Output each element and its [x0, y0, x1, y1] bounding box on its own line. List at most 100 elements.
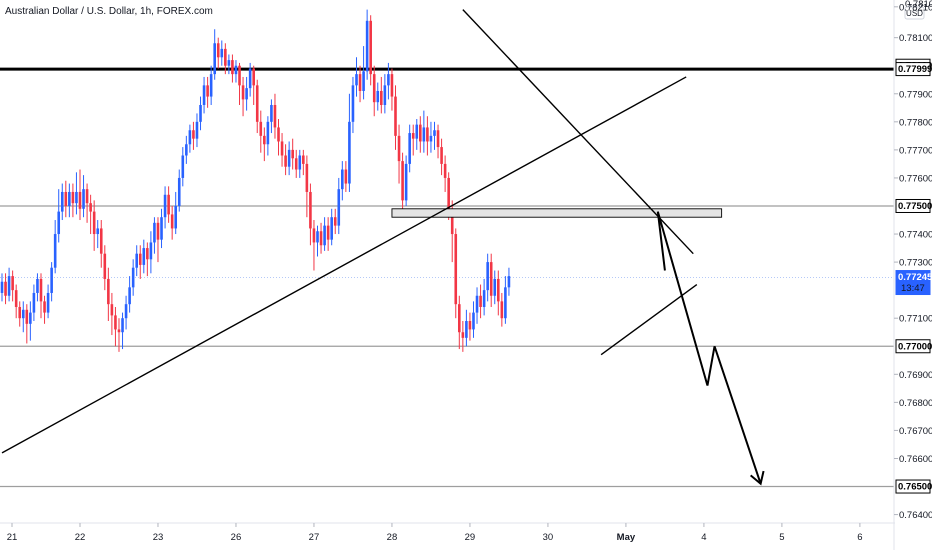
- candle-body: [146, 248, 149, 260]
- x-tick-label: 23: [153, 532, 164, 543]
- candle: [163, 186, 167, 229]
- candle-body: [78, 191, 82, 209]
- candle: [294, 149, 298, 178]
- candle: [231, 54, 234, 83]
- candle-body: [227, 60, 231, 66]
- candle: [358, 65, 362, 103]
- candle-body: [475, 295, 479, 313]
- candle: [39, 273, 43, 319]
- candle-body: [461, 332, 465, 338]
- candle-body: [18, 306, 22, 319]
- candle: [227, 54, 231, 75]
- price-label-box: [895, 198, 931, 213]
- candle: [234, 60, 238, 83]
- currency-badge[interactable]: [904, 6, 925, 20]
- candle-body: [401, 161, 404, 201]
- candle: [302, 149, 305, 176]
- candle-body: [465, 321, 468, 338]
- candle: [291, 138, 294, 170]
- candle-body: [383, 85, 387, 105]
- candle-body: [344, 169, 348, 184]
- candle-body: [156, 222, 160, 240]
- candle: [468, 312, 472, 341]
- candle-body: [135, 253, 139, 268]
- candle-body: [348, 121, 351, 184]
- candle: [156, 217, 160, 263]
- candle: [376, 82, 380, 111]
- candle-body: [174, 205, 178, 229]
- candle: [426, 116, 429, 156]
- candle: [110, 292, 114, 336]
- x-tick-label: 4: [701, 532, 706, 543]
- candle-body: [50, 267, 53, 293]
- candle-body: [419, 124, 422, 142]
- candle-body: [369, 20, 372, 75]
- candle: [252, 65, 255, 105]
- candle-body: [85, 189, 89, 204]
- candle: [75, 172, 78, 215]
- trendline-1[interactable]: [462, 9, 694, 255]
- candle-body: [411, 133, 415, 139]
- x-tick-label: 30: [543, 532, 554, 543]
- candle: [82, 175, 85, 218]
- candle: [199, 96, 202, 131]
- y-tick-label: 0.76700: [899, 426, 932, 437]
- candle-body: [479, 295, 482, 307]
- price-label-0.77000: 0.77000: [895, 339, 932, 354]
- candle-body: [472, 312, 475, 330]
- candle: [149, 231, 153, 274]
- candle: [43, 295, 46, 324]
- candle: [167, 186, 170, 223]
- candle-body: [294, 158, 298, 170]
- candle-body: [284, 155, 287, 167]
- x-tick-label: May: [617, 532, 636, 543]
- candle-body: [365, 20, 369, 72]
- price-label-box: [895, 479, 931, 494]
- price-label-text: 0.77245: [898, 272, 932, 283]
- projection-path[interactable]: [656, 211, 762, 485]
- candle-body: [252, 68, 255, 86]
- y-tick-label: 0.76600: [899, 454, 932, 465]
- horizontal-levels: [0, 67, 894, 488]
- candle: [348, 93, 351, 192]
- candle: [213, 29, 216, 80]
- candle-body: [167, 194, 170, 215]
- candle: [309, 183, 312, 246]
- candle: [92, 200, 96, 251]
- candle-body: [153, 222, 156, 243]
- candle-body: [114, 315, 117, 330]
- candle-body: [57, 211, 61, 235]
- x-tick-label: 26: [231, 532, 242, 543]
- candle-body: [64, 191, 68, 206]
- candle-body: [121, 318, 124, 333]
- candle-body: [11, 276, 14, 291]
- candle: [138, 245, 142, 279]
- candle: [263, 127, 266, 162]
- candle: [497, 270, 500, 316]
- candle: [422, 110, 426, 153]
- x-tick-label: 28: [387, 532, 398, 543]
- candle-body: [270, 104, 273, 122]
- supply-zone[interactable]: [391, 208, 723, 218]
- candle-body: [103, 253, 107, 279]
- candle-body: [486, 262, 489, 291]
- price-label-text: 0.77000: [898, 341, 932, 352]
- candle: [135, 245, 139, 277]
- candle: [96, 220, 100, 249]
- candle: [326, 217, 330, 251]
- candle: [479, 284, 482, 319]
- candle: [454, 228, 458, 319]
- candle: [380, 76, 383, 114]
- trendline-0[interactable]: [1, 76, 687, 454]
- trendline-2[interactable]: [600, 283, 698, 356]
- candle: [181, 147, 185, 187]
- candle-body: [245, 88, 248, 100]
- candle-body: [195, 121, 199, 139]
- candle-body: [266, 121, 270, 145]
- x-tick-label: 21: [7, 532, 18, 543]
- candle-body: [507, 276, 511, 288]
- candle: [316, 225, 319, 257]
- candle: [216, 37, 220, 69]
